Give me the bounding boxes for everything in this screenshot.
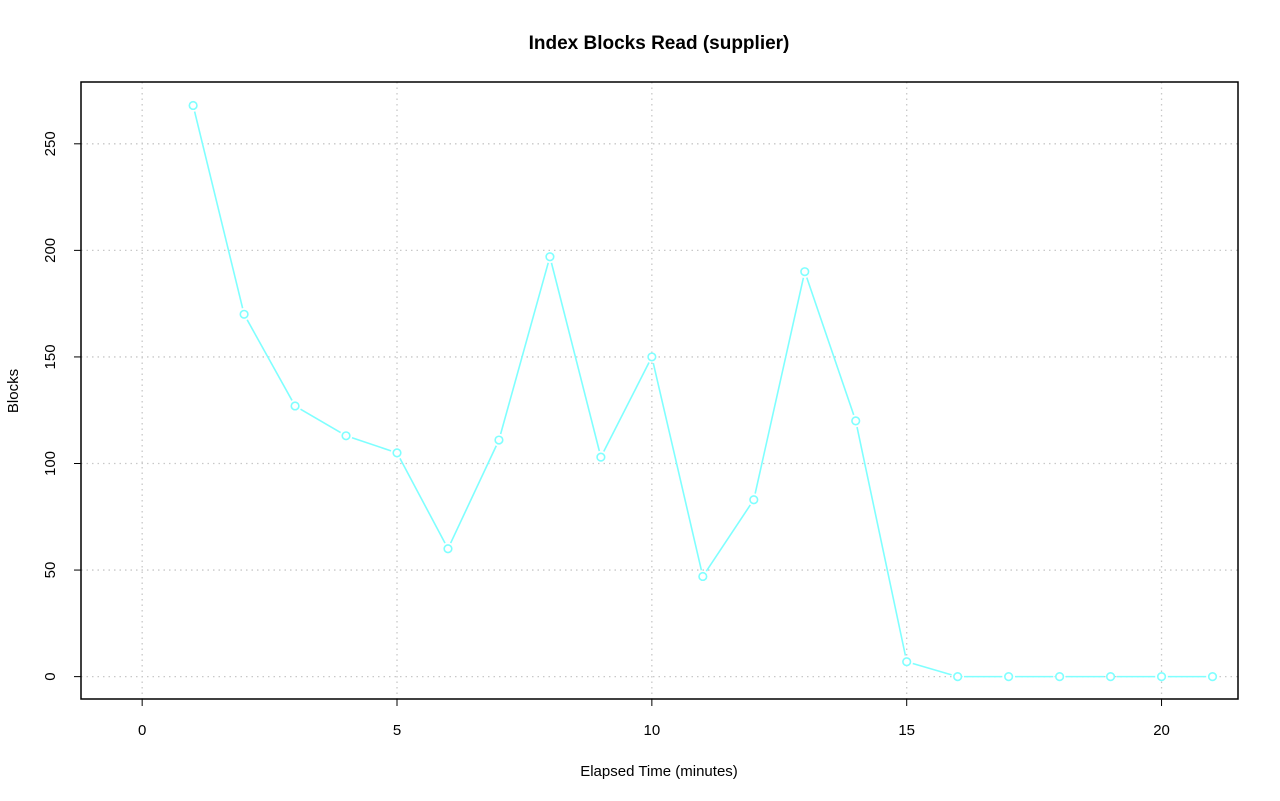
- y-tick-label: 150: [42, 344, 59, 369]
- x-tick-label: 0: [138, 722, 146, 739]
- series-layer: [188, 100, 1218, 682]
- data-point: [851, 416, 861, 426]
- data-point: [1004, 672, 1014, 682]
- data-point: [1156, 672, 1167, 682]
- series-line-segment: [652, 362, 703, 571]
- grid: [81, 82, 1238, 699]
- data-point: [1105, 672, 1116, 682]
- series-line-segment: [806, 277, 855, 416]
- series-line-segment: [300, 408, 342, 434]
- data-point: [596, 452, 606, 462]
- data-point: [953, 672, 963, 682]
- series-line-segment: [246, 319, 293, 401]
- data-point: [494, 435, 504, 445]
- y-tick-label: 100: [42, 451, 59, 476]
- series-line-segment: [193, 111, 244, 309]
- series-line-segment: [912, 662, 952, 676]
- data-point: [800, 267, 810, 277]
- data-point: [341, 431, 351, 441]
- series-line-segment: [754, 277, 805, 494]
- series-line-segment: [856, 426, 907, 656]
- data-point: [392, 448, 402, 458]
- data-point: [239, 309, 249, 319]
- x-tick-label: 10: [644, 722, 661, 739]
- data-point: [698, 571, 708, 582]
- x-tick-label: 5: [393, 722, 401, 739]
- data-point: [1055, 672, 1065, 682]
- data-point: [443, 544, 453, 554]
- x-axis-label: Elapsed Time (minutes): [580, 763, 738, 780]
- x-tick-label: 20: [1153, 722, 1170, 739]
- chart-title: Index Blocks Read (supplier): [529, 33, 790, 54]
- data-point: [545, 252, 555, 262]
- data-point: [188, 100, 198, 111]
- series-line-segment: [550, 262, 601, 452]
- data-point: [290, 401, 300, 411]
- y-axis-label: Blocks: [5, 369, 22, 413]
- y-tick-label: 200: [42, 238, 59, 263]
- series-line-segment: [603, 362, 650, 452]
- data-point: [902, 657, 912, 667]
- y-tick-label: 250: [42, 131, 59, 156]
- series-line-segment: [499, 262, 549, 435]
- series-line-segment: [399, 458, 446, 544]
- series-line-segment: [351, 437, 392, 452]
- data-point: [647, 352, 657, 362]
- data-point: [1207, 672, 1218, 682]
- x-tick-label: 15: [898, 722, 915, 739]
- series-line-segment: [449, 445, 497, 544]
- y-tick-label: 50: [42, 562, 59, 579]
- y-tick-label: 0: [42, 672, 59, 680]
- data-point: [749, 495, 759, 505]
- series-line-segment: [705, 504, 751, 572]
